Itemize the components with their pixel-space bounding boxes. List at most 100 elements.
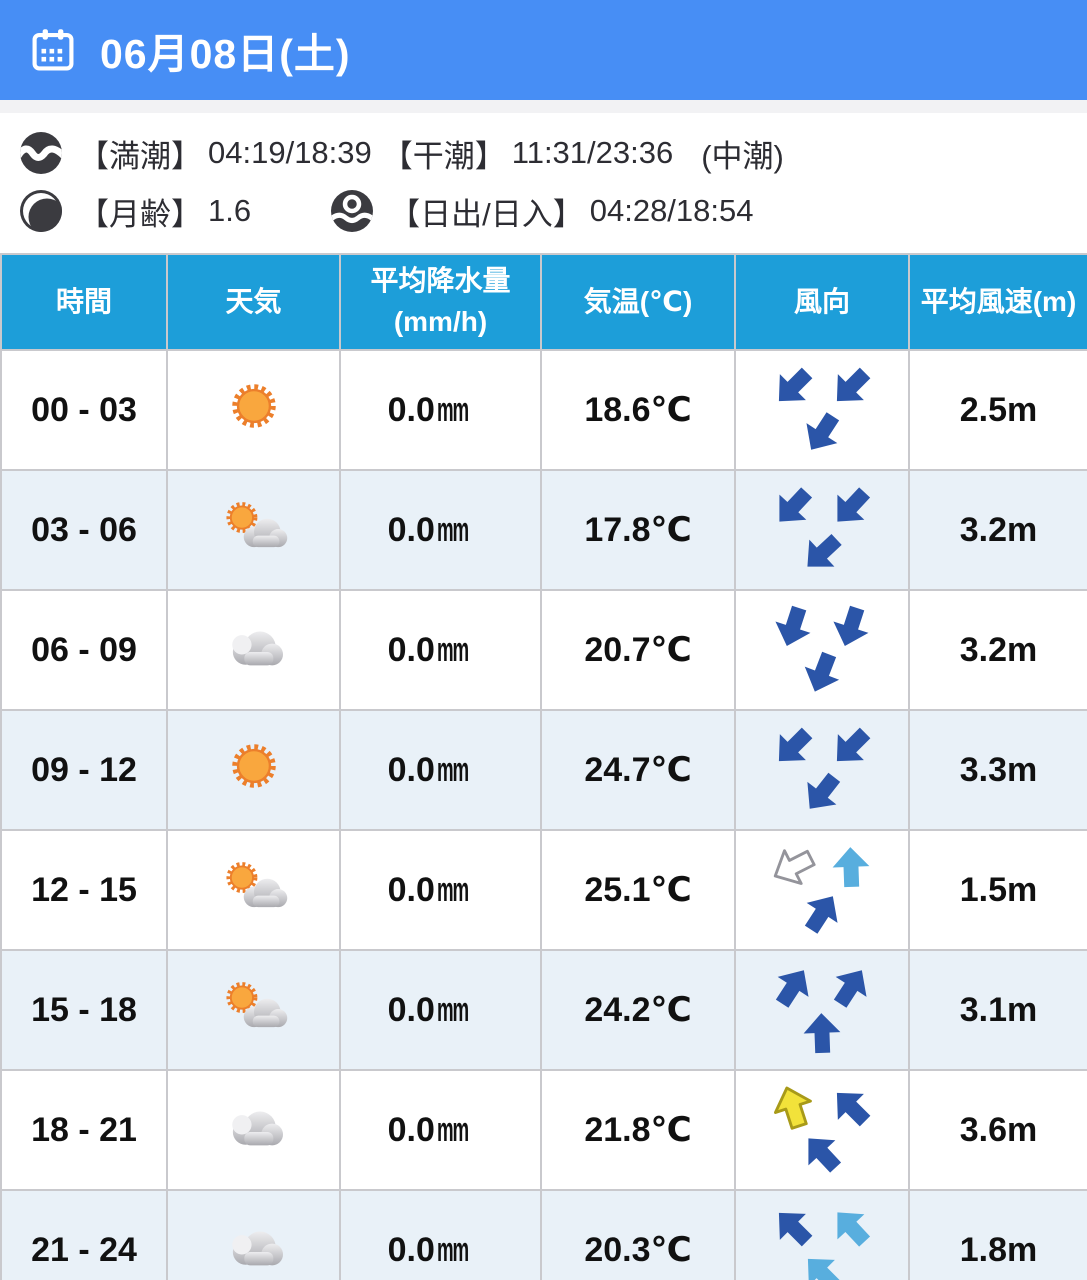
time-cell: 09 - 12 [0, 709, 168, 831]
time-cell: 12 - 15 [0, 829, 168, 951]
weather-cell [166, 1189, 341, 1280]
weather-cell [166, 709, 341, 831]
wind-speed-cell: 3.1m [908, 949, 1087, 1071]
wind-arrow-icon [778, 727, 813, 762]
wind-arrow-icon [803, 1013, 841, 1054]
time-cell: 18 - 21 [0, 1069, 168, 1191]
col-header-precip: 平均降水量 (mm/h) [339, 253, 542, 351]
wind-arrow-icon [836, 727, 871, 762]
wind-direction-cell [734, 589, 910, 711]
wind-direction-cell [734, 1069, 910, 1191]
wind-direction-cell [734, 829, 910, 951]
forecast-row-00-03: 00 - 03 0.0mm 18.6℃ 2.5m [0, 349, 1087, 471]
astro-info: 【満潮】 04:19/18:39 【干潮】 11:31/23:36 (中潮) 【… [0, 113, 1087, 243]
wind-arrow-icon [775, 605, 811, 646]
time-cell: 15 - 18 [0, 949, 168, 1071]
low-tide-label: 【干潮】 [381, 138, 506, 174]
tide-phase: (中潮) [701, 138, 784, 174]
weather-partly-icon [215, 857, 293, 915]
time-cell: 03 - 06 [0, 469, 168, 591]
precip-cell: 0.0mm [339, 589, 542, 711]
sunrise-sunset-value: 04:28/18:54 [589, 193, 754, 228]
temp-cell: 24.2℃ [540, 949, 736, 1071]
precip-cell: 0.0mm [339, 349, 542, 471]
col-header-weather: 天気 [166, 253, 341, 351]
precip-cell: 0.0mm [339, 829, 542, 951]
wind-speed-cell: 1.8m [908, 1189, 1087, 1280]
wind-arrow-icon [836, 1092, 871, 1127]
forecast-row-12-15: 12 - 15 0.0mm 25.1℃ 1.5m [0, 829, 1087, 951]
wind-arrow-icon [804, 651, 840, 692]
forecast-row-06-09: 06 - 09 0.0mm 20.7℃ 3.2m [0, 589, 1087, 711]
header-divider [0, 100, 1087, 113]
time-cell: 21 - 24 [0, 1189, 168, 1280]
wind-arrow-icon [808, 1138, 842, 1173]
wind-direction-cell [734, 1189, 910, 1280]
wind-speed-cell: 2.5m [908, 349, 1087, 471]
wind-arrow-icon [773, 849, 816, 885]
sunrise-sunset-label: 【日出/日入】 [389, 196, 584, 232]
wind-speed-cell: 3.2m [908, 469, 1087, 591]
time-cell: 06 - 09 [0, 589, 168, 711]
sunrise-sunset-block: 【日出/日入】 04:28/18:54 [329, 188, 754, 234]
high-tide-value: 04:19/18:39 [208, 135, 372, 170]
wind-speed-cell: 3.6m [908, 1069, 1087, 1191]
high-tide-label: 【満潮】 [78, 138, 202, 174]
forecast-row-21-24: 21 - 24 0.0mm 20.3℃ 1.8m [0, 1189, 1087, 1280]
wind-arrow-icon [778, 1212, 813, 1247]
forecast-row-09-12: 09 - 12 0.0mm 24.7℃ 3.3m [0, 709, 1087, 831]
wind-arrow-icon [833, 605, 869, 646]
col-header-time: 時間 [0, 253, 168, 351]
moon-age-label: 【月齢】 [78, 196, 202, 232]
wind-speed-cell: 1.5m [908, 829, 1087, 951]
weather-cell [166, 589, 341, 711]
wind-arrow-icon [778, 367, 813, 402]
date-header: 06月08日(土) [0, 0, 1087, 100]
low-tide-value: 11:31/23:36 [511, 135, 674, 170]
col-header-wind-speed: 平均風速(m) [908, 253, 1087, 351]
wind-arrow-icon [807, 1258, 842, 1280]
wind-arrow-icon [804, 896, 838, 934]
wind-arrow-icon [832, 847, 870, 888]
weather-cell [166, 349, 341, 471]
wind-arrow-icon [779, 487, 813, 522]
forecast-row-18-21: 18 - 21 0.0mm 21.8℃ 3.6m [0, 1069, 1087, 1191]
wind-arrow-icon [807, 533, 842, 567]
moon-icon [18, 188, 64, 234]
forecast-row-15-18: 15 - 18 0.0mm 24.2℃ 3.1m [0, 949, 1087, 1071]
weather-sunny-icon [215, 377, 293, 435]
wind-arrow-icon [806, 412, 840, 450]
calendar-icon [32, 29, 74, 71]
col-header-temp: 気温(℃) [540, 253, 736, 351]
temp-cell: 21.8℃ [540, 1069, 736, 1191]
wind-direction-cell [734, 469, 910, 591]
wind-arrow-icon [837, 487, 871, 522]
weather-partly-icon [215, 497, 293, 555]
moon-sun-info-line: 【月齢】 1.6 【日出/日入】 04:28/18:54 [18, 185, 1069, 237]
temp-cell: 20.7℃ [540, 589, 736, 711]
precip-cell: 0.0mm [339, 709, 542, 831]
col-header-wind-dir: 風向 [734, 253, 910, 351]
weather-cell [166, 469, 341, 591]
wind-arrow-icon [774, 1086, 812, 1130]
weather-cell [166, 829, 341, 951]
wind-direction-cell [734, 949, 910, 1071]
precip-cell: 0.0mm [339, 1189, 542, 1280]
wave-icon [18, 130, 64, 176]
temp-cell: 25.1℃ [540, 829, 736, 951]
weather-cloudy-icon [215, 1217, 293, 1275]
precip-cell: 0.0mm [339, 1069, 542, 1191]
wind-speed-cell: 3.2m [908, 589, 1087, 711]
weather-sunny-icon [215, 737, 293, 795]
wind-direction-cell [734, 349, 910, 471]
weather-cell [166, 1069, 341, 1191]
wind-arrow-icon [836, 367, 871, 402]
time-cell: 00 - 03 [0, 349, 168, 471]
temp-cell: 18.6℃ [540, 349, 736, 471]
weather-cloudy-icon [215, 617, 293, 675]
table-header-row: 時間 天気 平均降水量 (mm/h) 気温(℃) 風向 平均風速(m) [0, 253, 1087, 351]
wind-direction-cell [734, 709, 910, 831]
weather-partly-icon [215, 977, 293, 1035]
precip-cell: 0.0mm [339, 949, 542, 1071]
